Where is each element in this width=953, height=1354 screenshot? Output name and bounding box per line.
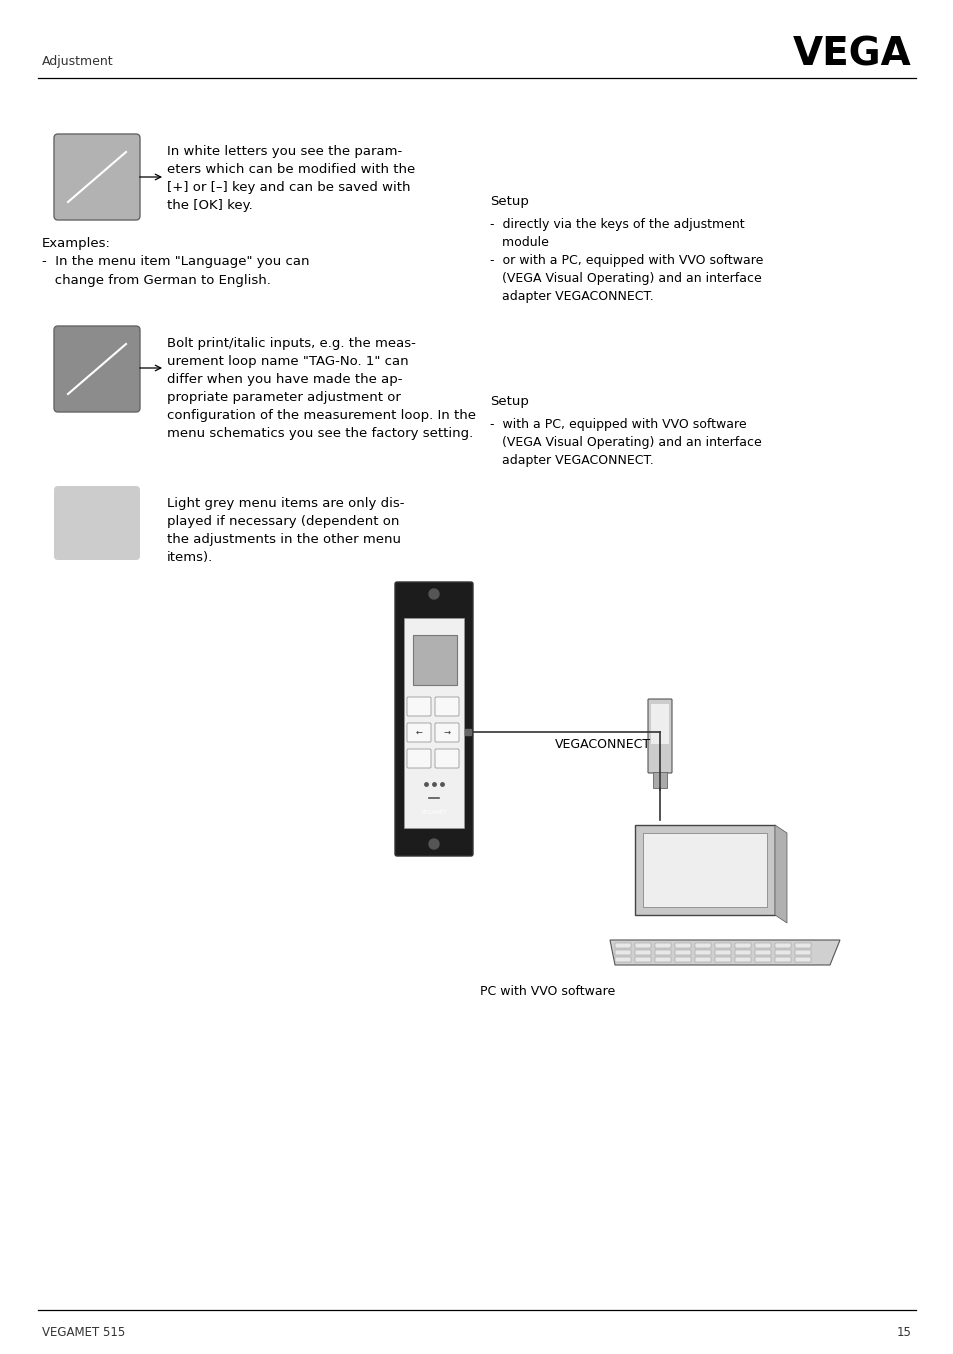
Bar xyxy=(754,957,770,961)
Bar xyxy=(734,942,750,948)
Bar xyxy=(615,957,630,961)
Text: VEGAMET 515: VEGAMET 515 xyxy=(42,1327,125,1339)
Bar xyxy=(695,951,710,955)
FancyBboxPatch shape xyxy=(435,723,458,742)
Bar xyxy=(774,957,790,961)
Bar xyxy=(413,635,456,685)
FancyBboxPatch shape xyxy=(54,326,140,412)
Bar xyxy=(615,942,630,948)
Text: VEGAMET: VEGAMET xyxy=(420,810,447,815)
Text: Adjustment: Adjustment xyxy=(42,56,113,69)
Bar xyxy=(794,942,810,948)
Bar xyxy=(774,951,790,955)
Bar xyxy=(794,957,810,961)
Bar xyxy=(774,942,790,948)
Bar xyxy=(635,957,650,961)
Bar xyxy=(635,951,650,955)
Bar xyxy=(650,704,668,743)
Bar xyxy=(642,833,766,907)
FancyBboxPatch shape xyxy=(54,486,140,561)
Bar xyxy=(403,617,463,829)
Bar xyxy=(794,951,810,955)
Circle shape xyxy=(429,589,438,598)
Text: Examples:
-  In the menu item "Language" you can
   change from German to Englis: Examples: - In the menu item "Language" … xyxy=(42,237,309,287)
Bar xyxy=(714,951,730,955)
Text: Light grey menu items are only dis-
played if necessary (dependent on
the adjust: Light grey menu items are only dis- play… xyxy=(167,497,404,565)
Bar xyxy=(675,957,690,961)
Text: →: → xyxy=(443,727,450,737)
Circle shape xyxy=(429,839,438,849)
FancyBboxPatch shape xyxy=(395,582,473,856)
Text: -  with a PC, equipped with VVO software
   (VEGA Visual Operating) and an inter: - with a PC, equipped with VVO software … xyxy=(490,418,760,467)
Bar xyxy=(635,942,650,948)
Bar xyxy=(675,951,690,955)
Bar xyxy=(714,942,730,948)
FancyBboxPatch shape xyxy=(435,697,458,716)
FancyBboxPatch shape xyxy=(407,697,431,716)
Text: ←: ← xyxy=(416,727,422,737)
Bar xyxy=(675,942,690,948)
Bar xyxy=(734,957,750,961)
Bar xyxy=(695,942,710,948)
Bar xyxy=(655,942,670,948)
Bar xyxy=(652,772,666,788)
Bar xyxy=(734,951,750,955)
Bar xyxy=(655,951,670,955)
Bar xyxy=(754,942,770,948)
Text: 15: 15 xyxy=(896,1327,911,1339)
Text: VEGACONNECT: VEGACONNECT xyxy=(555,738,651,751)
Bar xyxy=(714,957,730,961)
FancyBboxPatch shape xyxy=(54,134,140,219)
Bar xyxy=(655,957,670,961)
Bar xyxy=(635,825,774,915)
FancyBboxPatch shape xyxy=(435,749,458,768)
Bar xyxy=(754,951,770,955)
Text: Setup: Setup xyxy=(490,395,528,408)
Text: PC with VVO software: PC with VVO software xyxy=(479,984,615,998)
FancyBboxPatch shape xyxy=(647,699,671,773)
FancyBboxPatch shape xyxy=(407,723,431,742)
Bar xyxy=(615,951,630,955)
Text: Bolt print/italic inputs, e.g. the meas-
urement loop name "TAG-No. 1" can
diffe: Bolt print/italic inputs, e.g. the meas-… xyxy=(167,337,476,440)
Polygon shape xyxy=(774,825,786,923)
Bar xyxy=(695,957,710,961)
Text: Setup: Setup xyxy=(490,195,528,209)
Text: VEGA: VEGA xyxy=(792,37,911,74)
FancyBboxPatch shape xyxy=(407,749,431,768)
Text: In white letters you see the param-
eters which can be modified with the
[+] or : In white letters you see the param- eter… xyxy=(167,145,415,213)
Text: -  directly via the keys of the adjustment
   module
-  or with a PC, equipped w: - directly via the keys of the adjustmen… xyxy=(490,218,762,303)
Polygon shape xyxy=(609,940,840,965)
